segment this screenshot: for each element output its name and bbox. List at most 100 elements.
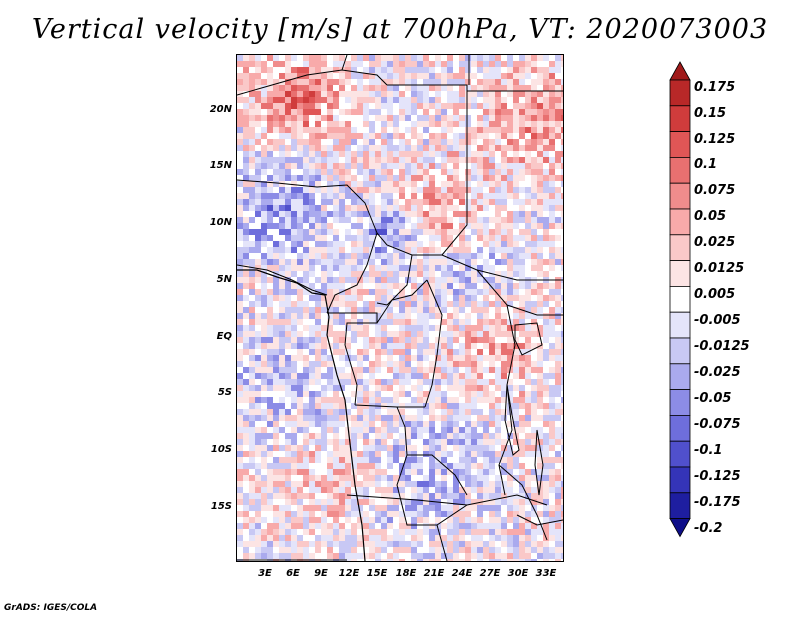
field-cell: [423, 337, 430, 344]
field-cell: [477, 295, 484, 302]
field-cell: [519, 295, 526, 302]
field-cell: [405, 511, 412, 518]
field-cell: [405, 373, 412, 380]
field-cell: [429, 535, 436, 542]
field-cell: [375, 337, 382, 344]
field-cell: [477, 505, 484, 512]
field-cell: [387, 325, 394, 332]
field-cell: [537, 355, 544, 362]
field-cell: [465, 367, 472, 374]
field-cell: [351, 307, 358, 314]
field-cell: [267, 169, 274, 176]
border-line: [376, 232, 563, 281]
field-cell: [345, 271, 352, 278]
field-cell: [531, 325, 538, 332]
field-cell: [375, 169, 382, 176]
field-cell: [507, 61, 514, 68]
colorbar-segment: [669, 131, 691, 158]
field-cell: [417, 73, 424, 80]
field-cell: [411, 301, 418, 308]
field-cell: [465, 445, 472, 452]
field-cell: [519, 55, 526, 62]
field-cell: [549, 67, 556, 74]
field-cell: [327, 481, 334, 488]
field-cell: [267, 133, 274, 140]
field-cell: [345, 487, 352, 494]
colorbar-label: 0.175: [694, 80, 736, 95]
field-cell: [465, 439, 472, 446]
field-cell: [561, 331, 563, 338]
field-cell: [411, 313, 418, 320]
field-cell: [489, 367, 496, 374]
field-cell: [501, 355, 508, 362]
field-cell: [237, 301, 244, 308]
field-cell: [525, 97, 532, 104]
field-cell: [555, 139, 562, 146]
field-cell: [375, 505, 382, 512]
field-cell: [429, 307, 436, 314]
field-cell: [453, 427, 460, 434]
field-cell: [327, 271, 334, 278]
field-cell: [441, 331, 448, 338]
field-cell: [441, 271, 448, 278]
field-cell: [513, 283, 520, 290]
field-cell: [315, 145, 322, 152]
field-cell: [291, 337, 298, 344]
field-cell: [285, 295, 292, 302]
field-cell: [237, 337, 244, 344]
field-cell: [465, 295, 472, 302]
field-cell: [339, 439, 346, 446]
field-cell: [369, 55, 376, 62]
field-cell: [555, 295, 562, 302]
field-cell: [249, 73, 256, 80]
field-cell: [393, 337, 400, 344]
field-cell: [243, 385, 250, 392]
field-cell: [447, 133, 454, 140]
field-cell: [303, 187, 310, 194]
field-cell: [279, 223, 286, 230]
field-cell: [309, 199, 316, 206]
field-cell: [285, 271, 292, 278]
field-cell: [327, 139, 334, 146]
field-cell: [561, 523, 563, 530]
field-cell: [351, 187, 358, 194]
field-cell: [417, 403, 424, 410]
field-cell: [369, 253, 376, 260]
field-cell: [543, 559, 550, 561]
field-cell: [381, 169, 388, 176]
field-cell: [255, 271, 262, 278]
field-cell: [321, 205, 328, 212]
field-cell: [369, 385, 376, 392]
field-cell: [363, 277, 370, 284]
field-cell: [531, 85, 538, 92]
field-cell: [447, 61, 454, 68]
field-cell: [321, 199, 328, 206]
field-cell: [339, 199, 346, 206]
field-cell: [411, 397, 418, 404]
field-cell: [459, 265, 466, 272]
field-cell: [309, 241, 316, 248]
field-cell: [351, 163, 358, 170]
field-cell: [543, 511, 550, 518]
field-cell: [441, 157, 448, 164]
field-cell: [261, 547, 268, 554]
field-cell: [393, 445, 400, 452]
field-cell: [555, 475, 562, 482]
field-cell: [489, 499, 496, 506]
field-cell: [489, 151, 496, 158]
field-cell: [405, 61, 412, 68]
field-cell: [489, 403, 496, 410]
field-cell: [555, 343, 562, 350]
field-cell: [273, 85, 280, 92]
field-cell: [465, 469, 472, 476]
field-cell: [441, 355, 448, 362]
field-cell: [321, 259, 328, 266]
field-cell: [249, 451, 256, 458]
colorbar-segment: [669, 182, 691, 210]
field-cell: [291, 121, 298, 128]
field-cell: [285, 115, 292, 122]
field-cell: [321, 421, 328, 428]
field-cell: [465, 475, 472, 482]
field-cell: [297, 433, 304, 440]
field-cell: [519, 85, 526, 92]
